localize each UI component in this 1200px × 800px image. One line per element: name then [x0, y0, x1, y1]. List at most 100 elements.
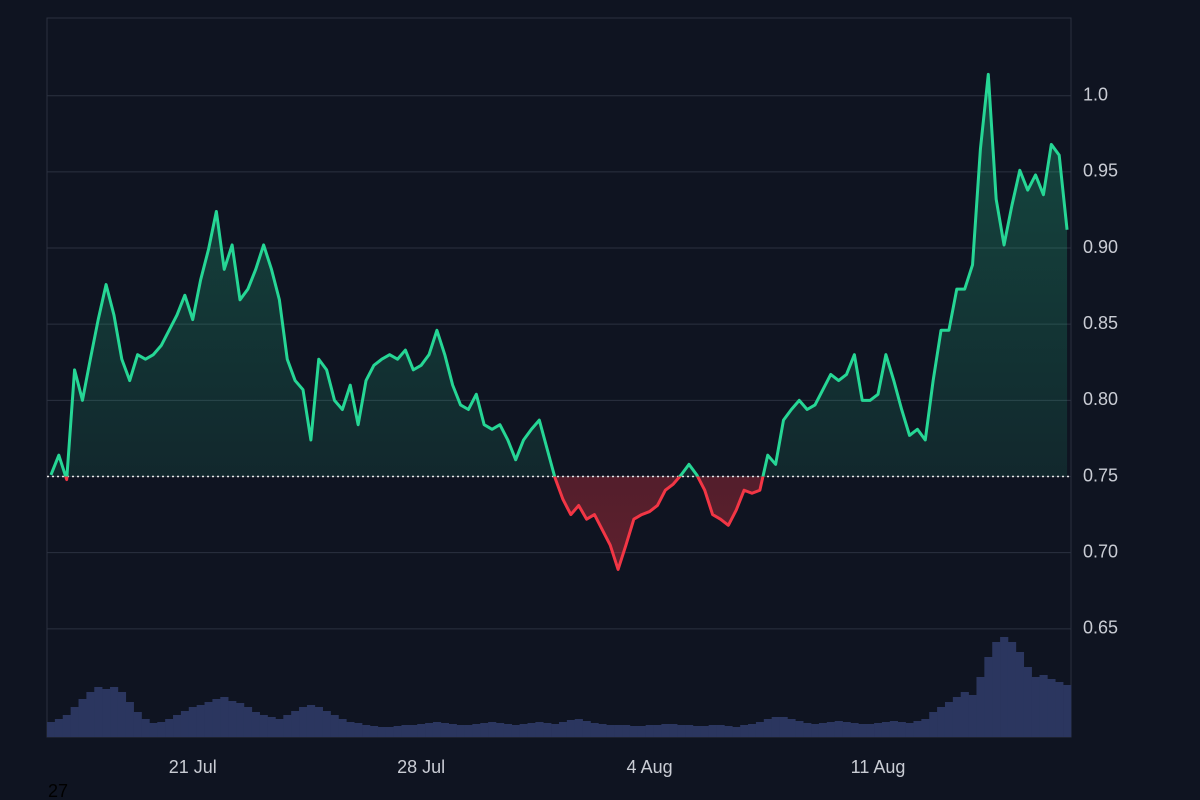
volume-bar [480, 723, 489, 737]
volume-bar [417, 724, 426, 737]
volume-bar [267, 717, 276, 737]
x-tick-label: 4 Aug [627, 757, 673, 777]
volume-bar [976, 677, 985, 737]
volume-bar [771, 717, 780, 737]
volume-bar [306, 705, 316, 737]
y-tick-label: 0.70 [1083, 541, 1118, 561]
volume-bar [456, 725, 465, 737]
volume-bar [86, 692, 95, 737]
x-tick-label: 11 Aug [851, 757, 906, 777]
volume-bar [566, 720, 576, 737]
volume-bar [803, 723, 812, 737]
volume-bar [614, 725, 623, 737]
volume-bar [606, 725, 615, 737]
volume-bar [180, 711, 190, 737]
y-tick-label: 0.95 [1083, 161, 1118, 181]
volume-bar [149, 723, 158, 737]
volume-bar [645, 725, 654, 737]
volume-bar [1063, 685, 1072, 737]
volume-bar [984, 657, 993, 737]
volume-bar [519, 724, 528, 737]
volume-bar [700, 726, 709, 737]
volume-bar [1015, 652, 1025, 737]
volume-bar [102, 689, 111, 737]
volume-bar [511, 725, 520, 737]
y-tick-label: 0.75 [1083, 465, 1118, 485]
volume-bar [740, 725, 749, 737]
x-tick-label: 28 Jul [397, 757, 445, 777]
volume-bar [94, 687, 103, 737]
volume-bar [401, 725, 410, 737]
volume-bar [125, 702, 134, 737]
volume-bar [574, 719, 583, 737]
volume-bar [960, 692, 969, 737]
volume-bar [937, 707, 946, 737]
volume-bar [369, 726, 379, 737]
volume-bar [291, 711, 300, 737]
volume-bar [385, 727, 394, 737]
volume-bar [929, 712, 938, 737]
volume-bar [755, 722, 765, 737]
volume-bar [440, 723, 450, 737]
volume-bar [708, 725, 717, 737]
volume-bar [464, 725, 473, 737]
volume-bar [173, 715, 182, 737]
volume-bar [1055, 682, 1064, 737]
volume-bar [196, 705, 205, 737]
volume-bar [141, 719, 150, 737]
volume-bar [157, 722, 166, 737]
volume-bar [637, 726, 646, 737]
volume-bar [377, 727, 387, 737]
volume-bar [110, 687, 119, 737]
volume-bar [598, 724, 607, 737]
volume-bar [779, 717, 788, 737]
volume-bar [117, 692, 127, 737]
volume-bar [1031, 677, 1040, 737]
volume-bar [826, 722, 835, 737]
volume-bar [47, 722, 56, 737]
y-tick-label: 1.0 [1083, 84, 1108, 104]
volume-bar [495, 723, 505, 737]
volume-bar [338, 719, 347, 737]
volume-bar [685, 725, 694, 737]
volume-bar [692, 726, 702, 737]
volume-bar [393, 726, 402, 737]
volume-bar [582, 721, 591, 737]
volume-bar [1023, 667, 1032, 737]
volume-bar [362, 725, 371, 737]
volume-bar [299, 707, 308, 737]
volume-bar [432, 722, 442, 737]
volume-bar [212, 699, 221, 737]
volume-bar [842, 722, 851, 737]
volume-bar [834, 721, 843, 737]
volume-bar [944, 702, 954, 737]
volume-bar [677, 725, 686, 737]
volume-bar [724, 726, 733, 737]
footer-text: 27 [48, 781, 68, 800]
volume-bar [1007, 642, 1017, 737]
volume-bar [188, 707, 197, 737]
volume-bar [968, 695, 977, 737]
volume-bar [133, 712, 142, 737]
volume-bar [850, 723, 859, 737]
volume-bar [622, 725, 631, 737]
volume-bar [204, 702, 213, 737]
y-tick-label: 0.80 [1083, 389, 1118, 409]
volume-bar [70, 707, 79, 737]
volume-bar [858, 724, 867, 737]
volume-bar [732, 727, 741, 737]
y-tick-label: 0.90 [1083, 237, 1118, 257]
volume-bar [1047, 679, 1056, 737]
area-above [50, 74, 1068, 477]
volume-bar [220, 697, 229, 737]
volume-bar [818, 723, 828, 737]
volume-bar [78, 699, 87, 737]
volume-bar [590, 723, 599, 737]
volume-bar [661, 724, 670, 737]
volume-bar [448, 724, 457, 737]
volume-bar [889, 721, 899, 737]
volume-bar [503, 724, 513, 737]
volume-bar [527, 723, 536, 737]
